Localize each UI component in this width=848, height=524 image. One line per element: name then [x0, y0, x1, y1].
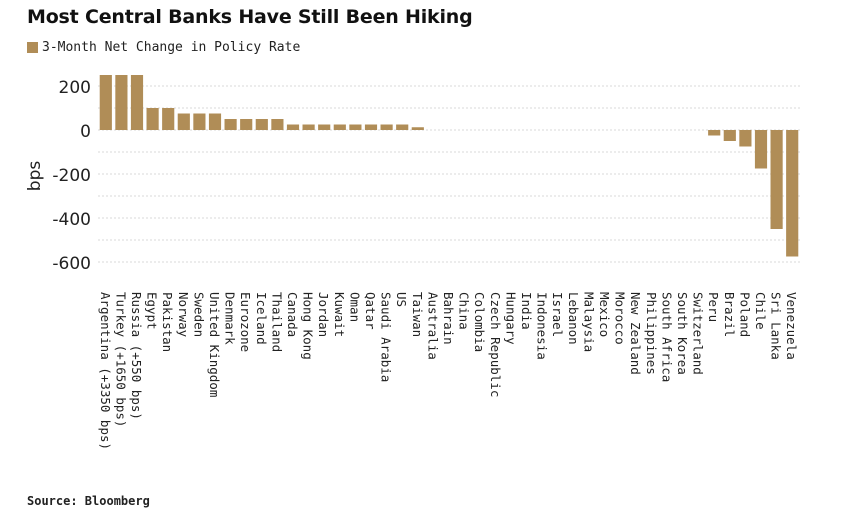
bar [240, 119, 253, 130]
x-tick-label: Hong Kong [301, 292, 316, 360]
y-tick-label: 200 [59, 78, 91, 98]
x-tick-label: New Zealand [628, 292, 643, 375]
x-tick-label: Bahrain [441, 292, 456, 345]
x-tick-label: United Kingdom [207, 292, 222, 397]
bar [380, 124, 393, 130]
x-tick-label: Jordan [316, 292, 331, 337]
bar [349, 124, 362, 130]
bar [208, 113, 222, 130]
bar [130, 75, 144, 130]
x-tick-label: Brazil [722, 292, 737, 337]
bar [302, 124, 315, 130]
x-tick-label: Hungary [503, 292, 518, 345]
bar [396, 124, 409, 130]
x-tick-label: Mexico [597, 292, 612, 337]
x-tick-label: Egypt [145, 292, 160, 330]
bar [162, 108, 175, 130]
x-tick-label: Norway [176, 292, 191, 338]
bar [786, 130, 799, 257]
bar [723, 130, 736, 141]
x-tick-label: Philippines [644, 292, 659, 375]
bar [411, 127, 424, 130]
x-tick-label: Morocco [613, 292, 628, 345]
y-tick-label: 0 [80, 122, 91, 142]
x-tick-label: Pakistan [160, 292, 175, 352]
legend: 3-Month Net Change in Policy Rate [27, 40, 300, 55]
x-tick-label: Peru [706, 292, 721, 322]
x-tick-label: Sweden [191, 292, 206, 337]
x-tick-label: Kuwait [332, 292, 347, 337]
x-tick-label: Lebanon [566, 292, 581, 345]
x-tick-label: Oman [347, 292, 362, 322]
bar [146, 108, 159, 130]
y-tick-label: -600 [52, 254, 91, 274]
legend-label: 3-Month Net Change in Policy Rate [42, 40, 301, 55]
x-tick-label: China [457, 292, 472, 330]
x-tick-label: Saudi Arabia [379, 292, 394, 382]
bar [739, 130, 752, 147]
x-tick-label: Eurozone [238, 292, 253, 352]
x-tick-label: US [394, 292, 409, 307]
bar [770, 130, 783, 229]
x-tick-label: India [519, 292, 534, 330]
bar [318, 124, 331, 130]
bar [271, 119, 284, 130]
x-tick-label: South Korea [675, 292, 690, 375]
x-tick-label: Indonesia [535, 292, 550, 360]
chart-title: Most Central Banks Have Still Been Hikin… [27, 6, 473, 28]
legend-swatch [27, 42, 38, 53]
y-tick-label: -200 [52, 166, 91, 186]
x-tick-label: Iceland [254, 292, 269, 345]
bar [224, 119, 237, 130]
x-tick-label: Sri Lanka [769, 292, 784, 360]
y-tick-label: -400 [52, 210, 91, 230]
bar [177, 113, 190, 130]
x-tick-label: Canada [285, 292, 300, 337]
bar [754, 130, 768, 169]
x-tick-label: Chile [753, 292, 768, 330]
x-tick-label: Poland [737, 292, 752, 337]
x-tick-label: Colombia [472, 292, 487, 352]
x-tick-label: Turkey (+1650 bps) [113, 292, 128, 427]
x-tick-label: South Africa [659, 292, 674, 382]
bar [286, 124, 300, 130]
source-note: Source: Bloomberg [27, 494, 150, 508]
bar [364, 124, 378, 130]
x-tick-label: Switzerland [691, 292, 706, 375]
bar [708, 130, 721, 136]
y-axis-label: bps [25, 161, 45, 192]
x-tick-label: Russia (+550 bps) [129, 292, 144, 420]
x-tick-label: Qatar [363, 292, 378, 330]
bar [193, 113, 206, 130]
bar [99, 75, 112, 130]
x-tick-label: Australia [425, 292, 440, 360]
x-tick-label: Czech Republic [488, 292, 503, 397]
x-tick-label: Argentina (+3350 bps) [98, 292, 113, 450]
bar [333, 124, 346, 130]
x-tick-label: Denmark [223, 292, 238, 345]
bar [255, 119, 268, 130]
x-tick-label: Venezuela [784, 292, 799, 360]
x-tick-label: Israel [550, 292, 565, 337]
bar [115, 75, 128, 130]
x-tick-label: Thailand [269, 292, 284, 352]
x-tick-label: Taiwan [410, 292, 425, 337]
x-tick-label: Malaysia [581, 292, 596, 352]
